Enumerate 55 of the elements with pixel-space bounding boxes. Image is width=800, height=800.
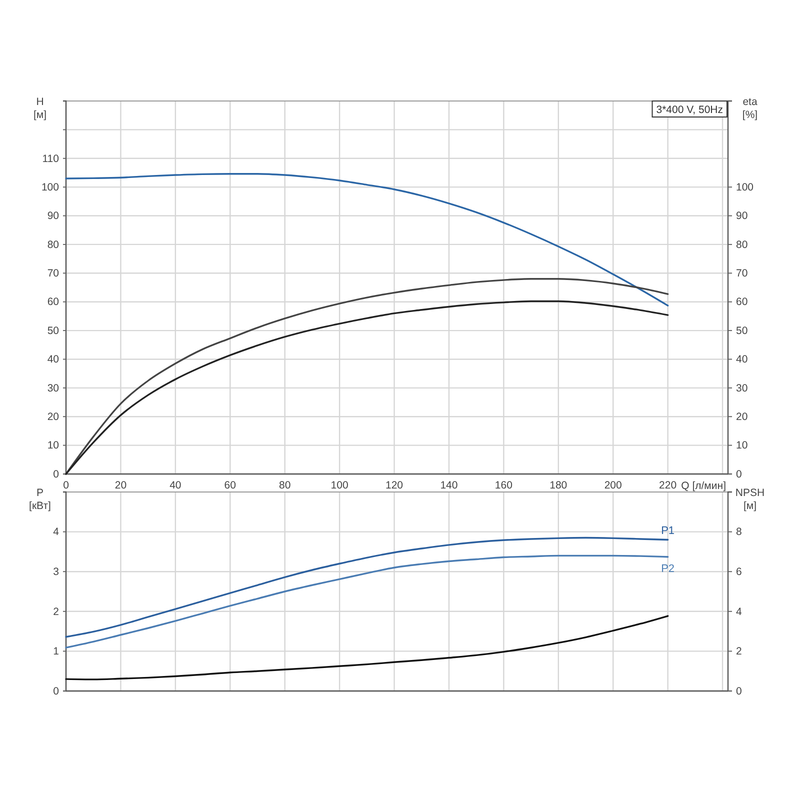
y2-tick-label: 2 (736, 646, 742, 658)
y2-tick-label: 40 (736, 354, 748, 366)
x-tick-label: 160 (494, 479, 513, 492)
y-tick-label: 90 (47, 210, 60, 222)
y2-tick-label: 4 (736, 606, 742, 618)
y-tick-label: 80 (47, 238, 60, 251)
y-tick-label: 70 (47, 268, 60, 280)
y-axis-title: P [кВт] (29, 487, 52, 512)
y2-axis-title: NPSH [м] (735, 487, 765, 512)
y2-tick-label: 6 (736, 566, 742, 578)
x-tick-label: 100 (330, 479, 348, 492)
y2-axis-title: eta [%] (742, 96, 758, 121)
y-tick-label: 40 (47, 354, 60, 366)
y-tick-label: 100 (41, 181, 60, 194)
y-tick-label: 1 (53, 646, 60, 658)
x-tick-label: 180 (550, 479, 568, 492)
y-tick-label: 0 (53, 685, 60, 698)
y-tick-label: 0 (53, 468, 60, 480)
y2-tick-label: 8 (736, 526, 742, 538)
y2-tick-label: 0 (736, 468, 742, 480)
y2-tick-label: 80 (736, 238, 748, 251)
y2-tick-label: 0 (736, 685, 742, 698)
x-tick-label: 20 (114, 479, 127, 492)
y2-tick-label: 10 (736, 440, 748, 452)
y-tick-label: 3 (53, 566, 60, 578)
y-tick-label: 60 (47, 296, 60, 308)
y2-tick-label: 100 (736, 181, 754, 194)
y-axis-title: H [м] (33, 96, 47, 121)
y2-tick-label: 20 (736, 410, 748, 423)
x-tick-label: 140 (440, 479, 458, 492)
series-label: P2 (661, 562, 675, 575)
y2-tick-label: 70 (736, 268, 748, 280)
y-tick-label: 20 (47, 410, 60, 423)
x-tick-label: 0 (63, 479, 70, 492)
line-series (65, 173, 669, 306)
x-tick-label: 220 (659, 479, 677, 492)
x-tick-label: 40 (170, 479, 182, 492)
y2-tick-label: 90 (736, 210, 748, 222)
y-tick-label: 2 (53, 606, 60, 618)
y2-tick-label: 50 (736, 324, 748, 337)
x-tick-label: 80 (279, 479, 291, 492)
y-tick-label: 4 (53, 526, 60, 538)
y-tick-label: 50 (47, 324, 60, 337)
y-tick-label: 30 (47, 382, 60, 394)
x-tick-label: 60 (224, 479, 236, 492)
y-tick-label: 110 (42, 152, 60, 165)
line-series (65, 615, 669, 680)
y2-tick-label: 30 (736, 382, 748, 394)
x-tick-label: 200 (604, 479, 622, 492)
y-tick-label: 10 (47, 440, 60, 452)
series-label: P1 (661, 524, 675, 537)
y2-tick-label: 60 (736, 296, 748, 308)
x-tick-label: 120 (386, 479, 404, 492)
x-axis-title: Q [л/мин] (681, 480, 726, 492)
chart-title: 3*400 V, 50Hz (656, 104, 723, 116)
